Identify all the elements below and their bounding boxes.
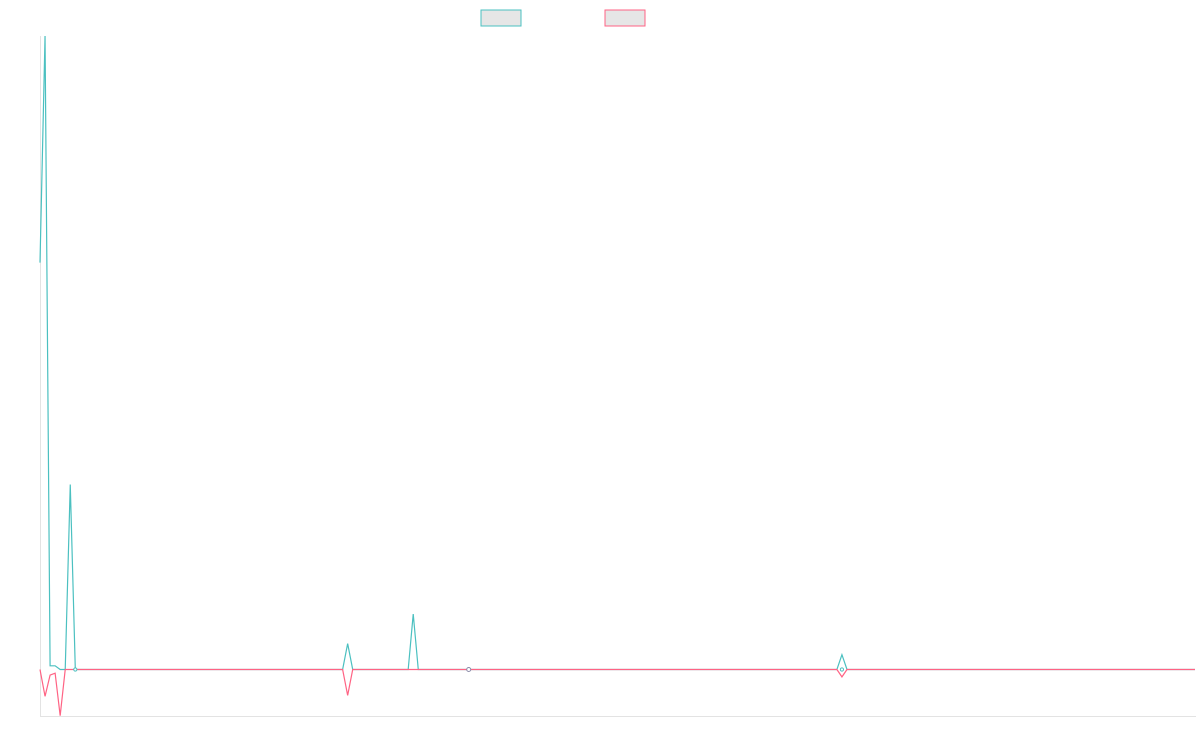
data-point-marker[interactable]: [839, 667, 845, 672]
legend: [480, 9, 646, 27]
series-1-line: [39, 35, 1195, 671]
legend-swatch-series-1[interactable]: [480, 9, 522, 27]
series-layer: [39, 35, 1195, 716]
data-point-marker[interactable]: [73, 667, 78, 672]
axes: [40, 36, 1196, 717]
legend-swatch-series-2[interactable]: [604, 9, 646, 27]
data-point-marker[interactable]: [466, 667, 472, 672]
series-2-line: [39, 668, 1195, 716]
